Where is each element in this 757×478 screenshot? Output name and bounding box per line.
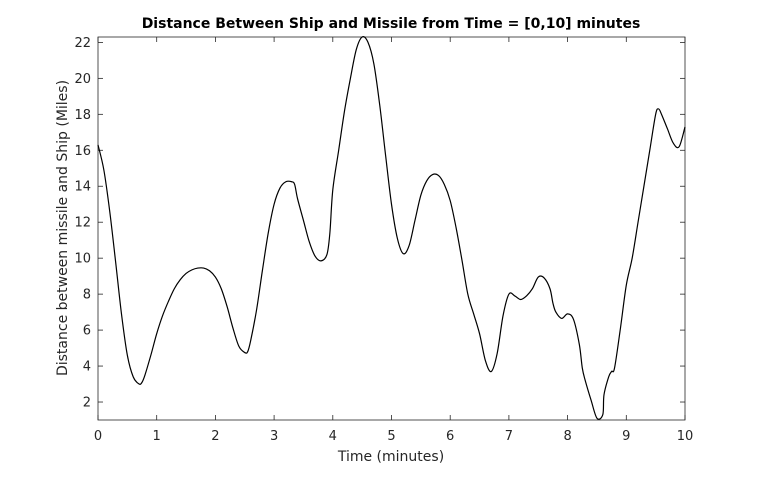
y-tick-label: 8 [83, 288, 91, 303]
y-tick-label: 14 [74, 180, 91, 195]
y-tick-label: 16 [74, 144, 91, 159]
y-tick-label: 22 [74, 36, 91, 51]
y-tick-label: 10 [74, 252, 91, 267]
x-tick-label: 4 [329, 429, 337, 444]
chart-title: Distance Between Ship and Missile from T… [142, 16, 641, 32]
distance-series-line [97, 36, 686, 420]
x-axis-ticks: 0 1 2 3 4 5 6 7 8 9 10 [94, 37, 693, 444]
y-axis-label: Distance between missile and Ship (Miles… [55, 80, 71, 376]
x-tick-label: 3 [270, 429, 278, 444]
y-tick-label: 4 [83, 360, 91, 375]
x-tick-label: 8 [563, 429, 571, 444]
x-tick-label: 5 [387, 429, 395, 444]
plot-area [97, 36, 686, 421]
y-axis-ticks: 2 4 6 8 10 12 14 16 18 20 22 [74, 36, 685, 411]
x-tick-label: 7 [505, 429, 513, 444]
x-tick-label: 10 [677, 429, 694, 444]
x-tick-label: 6 [446, 429, 454, 444]
x-axis-label: Time (minutes) [337, 449, 444, 465]
y-tick-label: 12 [74, 216, 91, 231]
x-tick-label: 0 [94, 429, 102, 444]
y-tick-label: 6 [83, 324, 91, 339]
y-tick-label: 2 [83, 396, 91, 411]
x-tick-label: 1 [153, 429, 161, 444]
series-layer [97, 36, 686, 420]
y-tick-label: 20 [74, 72, 91, 87]
x-tick-label: 9 [622, 429, 630, 444]
y-tick-label: 18 [74, 108, 91, 123]
x-tick-label: 2 [211, 429, 219, 444]
